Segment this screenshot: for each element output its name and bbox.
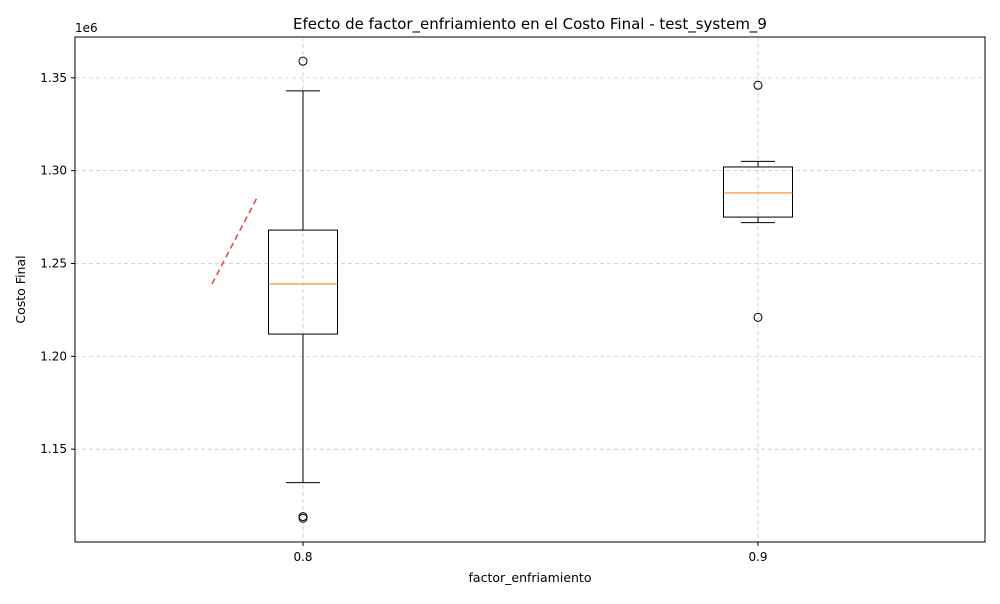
box-group-0.8 (268, 56, 338, 523)
trend-line (211, 196, 259, 285)
y-tick-label: 1.30 (40, 164, 67, 178)
y-tick-label: 1.20 (40, 349, 67, 363)
iqr-box (268, 229, 338, 335)
plot-area-frame (74, 36, 986, 543)
outlier-point (298, 56, 308, 66)
x-tick-label: 0.8 (293, 550, 312, 564)
y-axis-offset-label: 1e6 (75, 21, 98, 35)
boxes-layer (268, 56, 793, 523)
y-tick-label: 1.35 (40, 71, 67, 85)
outlier-point (753, 80, 763, 90)
y-tick-label: 1.15 (40, 442, 67, 456)
grid-lines (75, 37, 985, 542)
outlier-point (753, 312, 763, 322)
iqr-box (723, 166, 793, 218)
box-group-0.9 (723, 80, 793, 322)
x-axis-label: factor_enfriamiento (469, 570, 592, 585)
trend-line-layer (211, 196, 259, 285)
x-tick-label: 0.9 (748, 550, 767, 564)
y-axis-ticks: 1.15 1.20 1.25 1.30 1.35 (40, 71, 75, 456)
y-axis-label: Costo Final (13, 255, 28, 323)
x-axis-ticks: 0.8 0.9 (293, 542, 768, 564)
outlier-point (298, 513, 308, 523)
chart-title: Efecto de factor_enfriamiento en el Cost… (293, 15, 767, 34)
y-tick-label: 1.25 (40, 257, 67, 271)
